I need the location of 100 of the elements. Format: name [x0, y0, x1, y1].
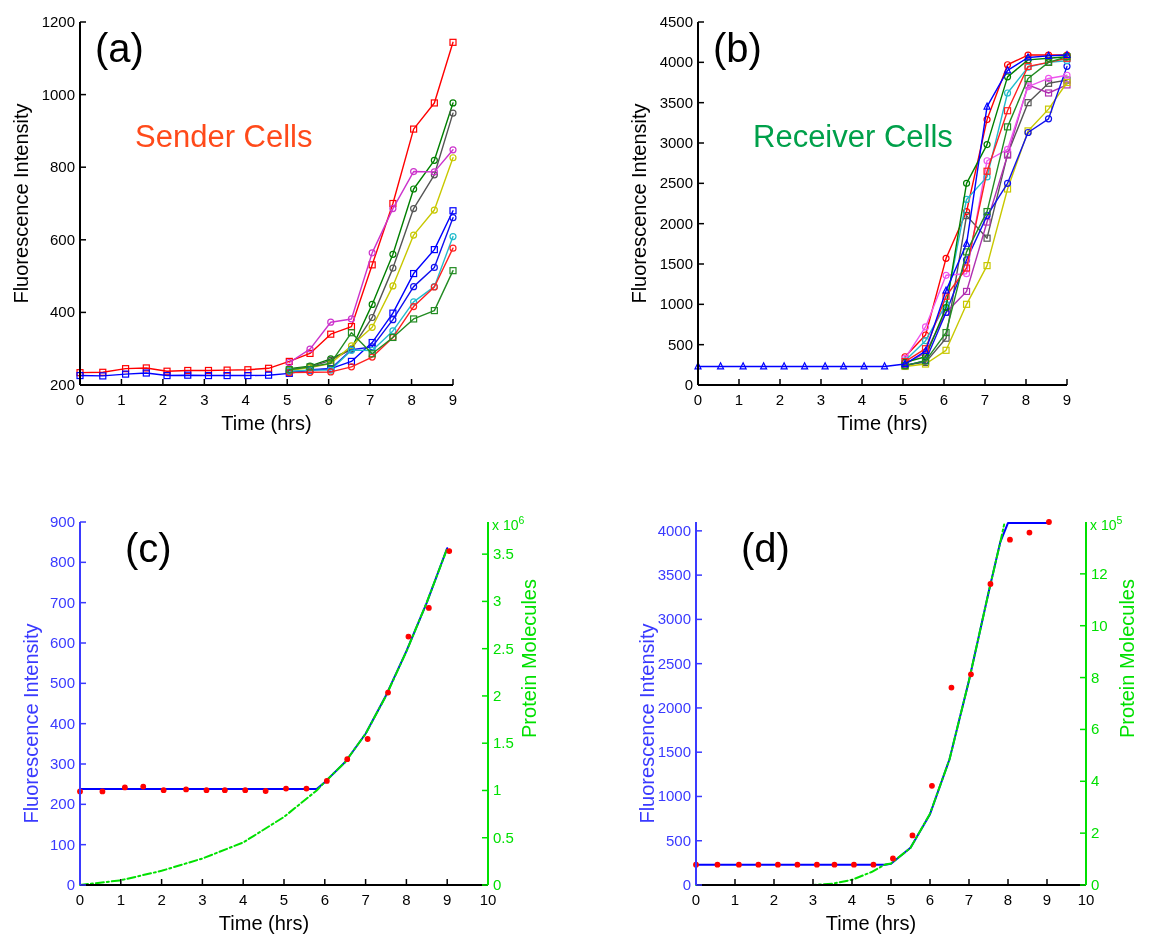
y2-tick-label: 0 — [493, 876, 502, 893]
x-tick-label: 1 — [734, 391, 744, 408]
x-tick-label: 1 — [116, 891, 125, 908]
text: x 10$^{6}$ — [492, 514, 525, 533]
y-tick-label: 3500 — [657, 566, 691, 584]
x-tick-label: 3 — [200, 391, 209, 408]
y-tick-label: 1500 — [657, 743, 691, 761]
y2-tick-label: 2 — [493, 686, 502, 704]
x-tick-label: 7 — [365, 391, 375, 408]
x-tick-label: 3 — [816, 391, 826, 408]
y-tick-label: 2000 — [657, 698, 691, 716]
y2-tick-label: 0.5 — [493, 828, 514, 846]
x-tick-label: 4 — [857, 391, 867, 408]
x-tick-label: 8 — [402, 891, 411, 908]
x-tick-label: 7 — [361, 891, 370, 908]
y2-axis-title: Protein Molecules — [1116, 579, 1138, 738]
x-tick-label: 10 — [479, 891, 497, 908]
y2-tick-label: 3 — [493, 592, 502, 610]
y-tick-label: 500 — [665, 831, 691, 849]
x-tick-label: 2 — [158, 391, 168, 408]
x-tick-label: 5 — [279, 891, 289, 908]
x-axis-title: Time (hrs) — [221, 412, 312, 434]
y-tick-label: 2500 — [659, 174, 693, 192]
y-tick-label: 0 — [66, 876, 75, 893]
y-tick-label: 0 — [684, 376, 693, 393]
y-tick-label: 500 — [667, 335, 693, 353]
y2-tick-label: 0 — [1091, 876, 1100, 893]
x-tick-label: 9 — [448, 391, 458, 408]
x-tick-label: 6 — [925, 891, 935, 908]
y-tick-label: 2500 — [657, 654, 691, 672]
x-tick-label: 3 — [808, 891, 818, 908]
y-tick-label: 600 — [49, 634, 75, 651]
y-tick-label: 4000 — [659, 53, 693, 71]
x-tick-label: 6 — [324, 391, 333, 408]
y-tick-label: 1500 — [659, 255, 693, 272]
y-tick-label: 4500 — [659, 13, 693, 30]
x-tick-label: 5 — [283, 391, 292, 408]
x-tick-label: 9 — [1062, 391, 1072, 408]
x-tick-label: 2 — [769, 891, 779, 908]
y2-tick-label: 2 — [1091, 824, 1100, 842]
y2-tick-label: 1.5 — [493, 734, 514, 752]
x-tick-label: 10 — [1077, 891, 1095, 908]
y-tick-label: 400 — [49, 714, 75, 732]
y-tick-label: 1000 — [659, 295, 693, 313]
y-tick-label: 3000 — [657, 610, 691, 628]
x-tick-label: 8 — [407, 391, 416, 408]
x-tick-label: 8 — [1021, 391, 1031, 408]
y-tick-label: 3500 — [659, 93, 693, 111]
y-tick-label: 4000 — [657, 521, 691, 539]
y-tick-label: 3000 — [659, 134, 693, 151]
annotation: (a) — [95, 26, 144, 70]
text: x 10$^{5}$ — [1090, 514, 1123, 533]
y2-tick-label: 6 — [1091, 720, 1100, 738]
y-axis-title: Fluorescence Intensity — [636, 623, 658, 824]
y-tick-label: 600 — [49, 230, 75, 248]
y-tick-label: 800 — [49, 553, 75, 571]
x-tick-label: 2 — [157, 891, 166, 908]
y-tick-label: 200 — [49, 795, 75, 813]
annotation: (d) — [741, 526, 790, 570]
x-tick-label: 4 — [847, 891, 857, 908]
x-tick-label: 9 — [443, 891, 452, 908]
annotation: (b) — [713, 26, 762, 70]
x-tick-label: 4 — [241, 391, 250, 408]
y-axis-title: Fluorescence Intensity — [20, 623, 42, 824]
x-tick-label: 1 — [730, 891, 740, 908]
y-axis-title: Fluorescence Intensity — [628, 103, 650, 304]
x-tick-label: 3 — [198, 891, 207, 908]
y-tick-label: 400 — [49, 303, 75, 321]
y-tick-label: 800 — [49, 158, 75, 176]
y2-axis-title: Protein Molecules — [518, 579, 540, 738]
x-tick-label: 5 — [898, 391, 908, 408]
y-tick-label: 2000 — [659, 214, 693, 232]
y-tick-label: 700 — [49, 593, 75, 611]
x-tick-label: 6 — [320, 891, 329, 908]
x-tick-label: 7 — [980, 391, 990, 408]
annotation: Sender Cells — [135, 119, 313, 154]
y-tick-label: 0 — [682, 876, 691, 893]
y2-tick-label: 8 — [1091, 668, 1100, 686]
y-tick-label: 300 — [49, 755, 75, 772]
x-axis-title: Time (hrs) — [837, 412, 928, 434]
x-tick-label: 9 — [1042, 891, 1052, 908]
x-axis-title: Time (hrs) — [218, 912, 310, 934]
x-tick-label: 8 — [1003, 891, 1013, 908]
y-tick-label: 1200 — [41, 13, 75, 30]
y-tick-label: 1000 — [41, 85, 75, 103]
y2-tick-label: 1 — [493, 781, 502, 799]
y-tick-label: 900 — [49, 513, 75, 530]
y-tick-label: 1000 — [657, 787, 691, 805]
x-tick-label: 5 — [886, 891, 896, 908]
x-tick-label: 6 — [939, 391, 949, 408]
y-tick-label: 500 — [49, 674, 75, 692]
y-tick-label: 200 — [49, 376, 75, 393]
y2-tick-label: 10 — [1091, 616, 1108, 634]
x-axis-title: Time (hrs) — [825, 912, 917, 934]
x-tick-label: 2 — [775, 391, 785, 408]
y2-tick-label: 4 — [1091, 772, 1100, 790]
x-tick-label: 1 — [117, 391, 126, 408]
y-axis-title: Fluorescence Intensity — [10, 103, 32, 304]
annotation: Receiver Cells — [753, 119, 953, 154]
annotation: (c) — [125, 526, 172, 570]
